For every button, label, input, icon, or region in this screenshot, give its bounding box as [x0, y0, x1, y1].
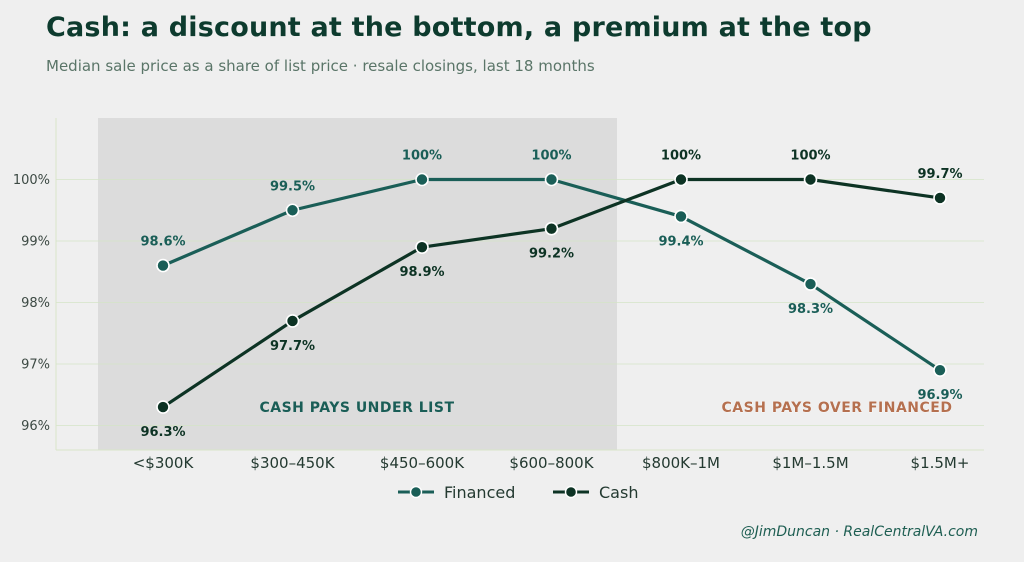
x-tick-label: $600–800K — [509, 454, 594, 472]
cash-point — [544, 221, 559, 236]
financed-data-label: 98.6% — [140, 235, 185, 250]
credit-text: @JimDuncan · RealCentralVA.com — [740, 524, 978, 540]
legend-label-cash: Cash — [599, 483, 638, 502]
x-tick-label: <$300K — [133, 454, 195, 472]
y-tick-label: 99% — [21, 235, 50, 250]
cash-data-label: 100% — [790, 149, 830, 164]
y-tick-label: 96% — [21, 419, 50, 434]
y-tick-label: 98% — [21, 296, 50, 311]
financed-point — [544, 172, 559, 187]
x-tick-label: $450–600K — [380, 454, 465, 472]
legend-marker-financed — [409, 485, 423, 499]
x-tick-label: $300–450K — [250, 454, 335, 472]
cash-point — [933, 191, 947, 205]
financed-data-label: 96.9% — [917, 388, 962, 403]
legend-marker-cash — [564, 485, 578, 499]
x-tick-label: $800K–1M — [642, 454, 720, 472]
cash-point — [156, 400, 170, 414]
legend-label-financed: Financed — [444, 483, 515, 502]
cash-data-label: 100% — [661, 149, 701, 164]
chart-title: Cash: a discount at the bottom, a premiu… — [46, 12, 872, 43]
financed-data-label: 100% — [531, 149, 571, 164]
y-tick-label: 97% — [21, 358, 50, 373]
cash-data-label: 99.7% — [917, 167, 962, 182]
financed-data-label: 99.4% — [658, 234, 703, 249]
cash-point — [285, 314, 300, 328]
cash-point — [803, 172, 818, 187]
financed-point — [285, 203, 300, 218]
financed-data-label: 98.3% — [788, 302, 833, 317]
annotation-under-list: CASH PAYS UNDER LIST — [259, 400, 454, 416]
financed-data-label: 100% — [402, 149, 442, 164]
financed-point — [674, 209, 688, 224]
y-tick-label: 100% — [13, 173, 50, 188]
cash-data-label: 99.2% — [529, 247, 574, 262]
cash-data-label: 98.9% — [399, 265, 444, 280]
cash-data-label: 97.7% — [270, 339, 315, 354]
cash-data-label: 96.3% — [140, 425, 185, 440]
x-tick-label: $1M–1.5M — [772, 454, 848, 472]
annotation-over-financed: CASH PAYS OVER FINANCED — [722, 400, 953, 416]
chart-subtitle: Median sale price as a share of list pri… — [46, 57, 595, 75]
financed-point — [415, 172, 429, 187]
financed-data-label: 99.5% — [270, 179, 315, 194]
cash-point — [674, 172, 688, 187]
financed-point — [933, 363, 947, 377]
financed-point — [803, 277, 818, 291]
financed-point — [156, 258, 170, 273]
cash-point — [415, 240, 429, 254]
x-tick-label: $1.5M+ — [911, 454, 970, 472]
